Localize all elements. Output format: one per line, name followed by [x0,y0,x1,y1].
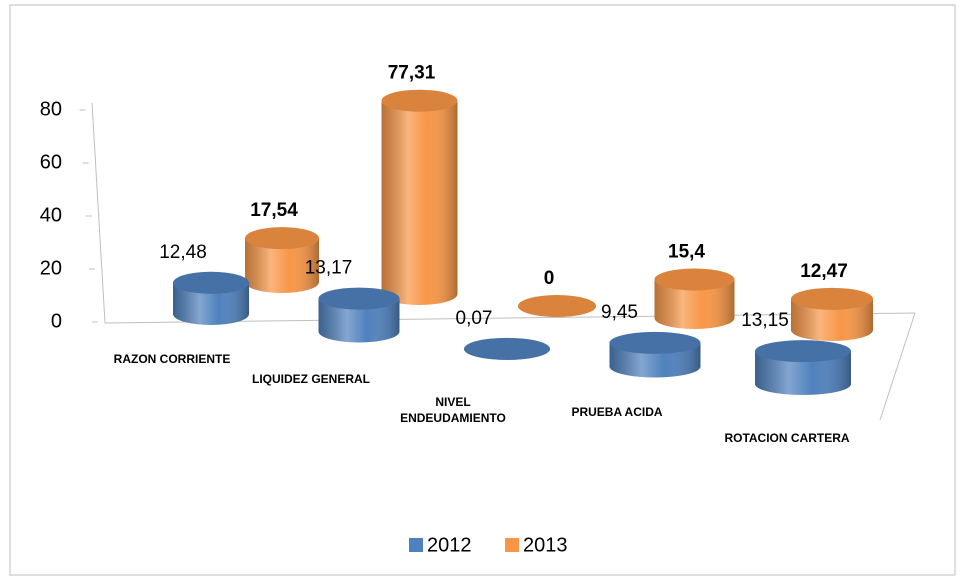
data-label: 0 [544,268,555,289]
cylinder [791,287,873,341]
cylinder-top [654,268,735,291]
y-tick-label: 20 [40,257,62,279]
cylinder [245,227,319,293]
x-tick-label: LIQUIDEZ GENERAL [251,372,370,386]
cylinder-top-shade [755,340,851,363]
cylinder-shade [173,282,249,325]
cylinder-shade [791,298,873,341]
cylinder [318,287,400,343]
legend-swatch [505,538,519,552]
x-tick-label: ROTACION CARTERA [724,431,850,445]
cylinder-top-shade [381,89,458,112]
y-axis-wall [91,102,106,324]
y-tick-label: 60 [40,151,62,173]
y-tick-label: 40 [40,204,62,226]
data-label: 13,17 [305,258,353,279]
cylinder [173,271,249,325]
data-label: 17,54 [250,200,298,221]
cylinder-shade [654,279,735,329]
cylinder-top [318,287,400,310]
data-label: 12,48 [159,242,207,263]
data-label: 77,31 [388,63,436,84]
cylinder-top [609,331,701,354]
cylinder-top-shade [791,287,873,310]
cylinder-shade [245,238,319,293]
cylinder-top-shade [654,268,735,291]
data-label: 13,15 [741,310,789,331]
legend-label: 2012 [427,534,472,556]
cylinder-shade [318,298,400,343]
x-tick-label: NIVEL ENDEUDAMIENTO [400,395,506,425]
y-tick-label: 0 [51,310,62,332]
cylinder-top [245,227,319,250]
cylinder-top [755,340,851,363]
cylinder-top [518,295,596,317]
data-label: 12,47 [800,261,848,282]
x-tick-label: PRUEBA ACIDA [571,405,663,419]
legend-swatch [409,538,423,552]
legend-label: 2013 [523,534,568,556]
cylinder-top-shade [245,227,319,250]
data-label: 15,4 [668,242,705,263]
cylinder-top-shade [318,287,400,310]
cylinder-shade [755,351,851,395]
cylinder-shade [381,100,458,305]
cylinder-top-shade [464,337,550,360]
y-tick-label: 80 [40,98,62,120]
cylinder [755,340,851,395]
x-tick-label: RAZON CORRIENTE [113,352,231,366]
cylinder-top [464,337,550,360]
cylinder [609,331,701,378]
cylinder [654,268,735,329]
cylinder [518,295,596,317]
cylinder-top [791,287,873,310]
data-label: 0,07 [456,308,493,329]
floor-back [104,312,916,324]
chart-border [9,4,956,576]
cylinder [381,89,458,305]
cylinder-top-shade [173,271,249,294]
cylinder [464,337,550,360]
data-label: 9,45 [601,302,638,323]
floor-right [879,312,916,421]
cylinder-top-shade [518,295,596,317]
cylinder-top [381,89,458,112]
cylinder-top [173,271,249,294]
cylinder-top-shade [609,331,701,354]
